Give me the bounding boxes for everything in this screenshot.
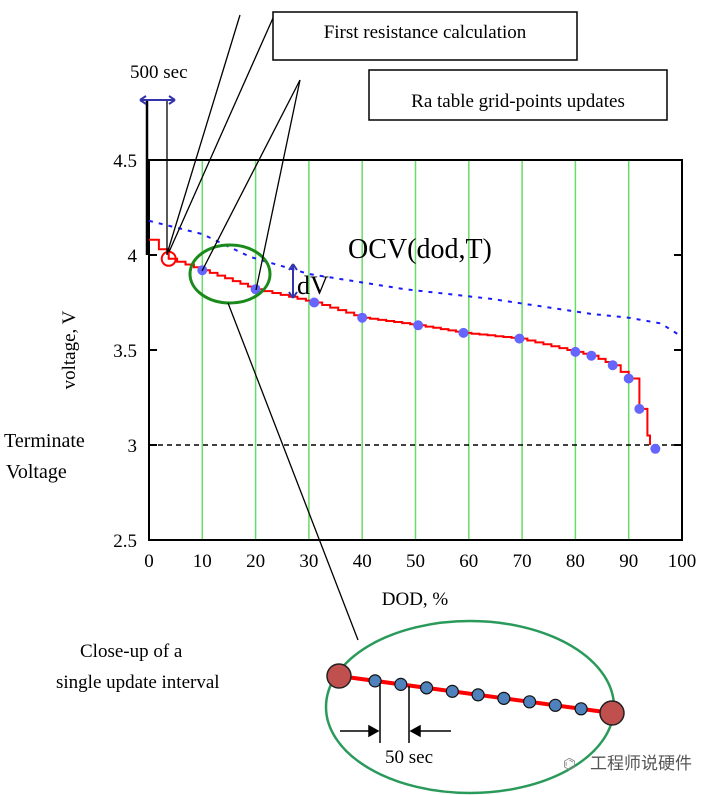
callout-line [166,14,241,255]
closeup-endpoint [326,663,352,689]
ra-updates-label: Ra table grid-points updates [411,91,625,112]
ticks: 0 10 20 30 40 50 60 70 80 90 100 4.5 4 3.5 3 2.5 [113,151,696,572]
closeup-marker [548,698,562,712]
callout-line [201,79,301,272]
closeup-label-2: single update interval [56,672,220,693]
grid-point-marker [586,350,597,361]
ocv-label: OCV(dod,T) [348,234,492,265]
y-axis-label: voltage, V [59,310,80,389]
x-tick-label: 70 [513,551,532,572]
watermark: 工程师说硬件 [590,754,692,774]
time-50-label: 50 sec [385,747,433,768]
time-500-arrow-icon [139,95,176,105]
grid-point-marker [607,360,618,371]
y-tick-label: 2.5 [113,531,137,552]
grid-point-marker [650,443,661,454]
closeup-marker [497,691,511,705]
y-tick-label: 4 [128,246,138,267]
grid-point-marker [623,373,634,384]
y-tick-label: 4.5 [113,151,137,172]
grid-point-marker [570,346,581,357]
time-500-label: 500 sec [130,62,188,83]
dv-arrow-icon [288,263,298,299]
grid-point-marker [634,403,645,414]
terminate-label: Terminate [4,430,85,452]
x-axis-label: DOD, % [382,589,449,610]
x-tick-label: 30 [299,551,318,572]
y-tick-label: 3.5 [113,341,137,362]
interval-arrows-icon [340,724,451,738]
ocv-series-line [148,219,683,338]
callout-line [168,17,274,253]
terminate-label-2: Voltage [6,461,67,483]
dv-label: dV [297,271,329,300]
first-resistance-box [272,11,578,61]
ra-updates-box [368,69,668,121]
grid-point-markers [197,265,661,454]
closeup-marker [471,688,485,702]
x-tick-label: 60 [459,551,478,572]
x-tick-label: 40 [353,551,372,572]
closeup-marker [368,674,382,688]
grid-point-marker [309,297,320,308]
x-tick-label: 0 [144,551,154,572]
y-tick-label: 3 [128,436,138,457]
closeup-marker [574,702,588,716]
callout-line [255,79,301,291]
grid-point-marker [514,333,525,344]
grid-point-marker [357,312,368,323]
closeup-marker [394,677,408,691]
zoom-ellipse [188,243,272,305]
x-tick-label: 20 [246,551,265,572]
closeup-markers [368,674,588,716]
x-tick-label: 50 [406,551,425,572]
grid-lines [201,160,630,540]
first-resistance-label: First resistance calculation [324,22,527,43]
wechat-icon: ⌬ [563,755,576,773]
grid-point-marker [458,327,469,338]
closeup-endpoint [599,700,625,726]
closeup-marker [445,684,459,698]
x-tick-label: 80 [566,551,585,572]
closeup-label: Close-up of a [80,641,183,662]
x-tick-label: 90 [619,551,638,572]
closeup-marker [522,695,537,709]
closeup-marker [419,681,434,695]
x-tick-label: 100 [668,551,697,572]
grid-point-marker [413,320,424,331]
x-tick-label: 10 [193,551,212,572]
closeup-link-line [227,302,359,641]
